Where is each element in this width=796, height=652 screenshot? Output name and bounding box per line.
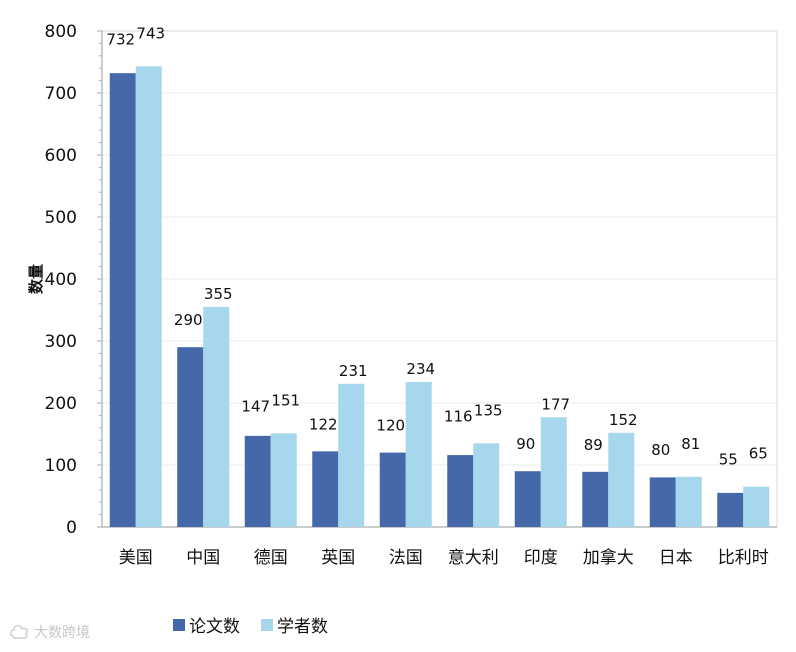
data-label-scholars: 743	[136, 24, 165, 42]
bar-scholars	[608, 432, 635, 527]
x-category-label: 英国	[321, 548, 355, 568]
data-label-papers: 90	[516, 435, 535, 453]
bar-papers	[177, 347, 204, 527]
y-tick-label: 500	[45, 208, 77, 228]
data-label-scholars: 234	[406, 360, 435, 378]
data-label-papers: 89	[584, 436, 603, 454]
bar-scholars	[473, 443, 500, 527]
y-tick-label: 0	[66, 518, 77, 538]
y-tick-label: 700	[45, 84, 77, 104]
data-label-scholars: 81	[681, 435, 700, 453]
y-tick-label: 800	[45, 22, 77, 42]
x-category-label: 印度	[524, 548, 558, 568]
data-label-scholars: 177	[541, 395, 570, 413]
data-label-papers: 147	[241, 397, 270, 415]
y-tick-label: 600	[45, 146, 77, 166]
x-category-label: 比利时	[718, 548, 769, 568]
y-axis-title: 数量	[27, 264, 45, 294]
data-label-papers: 290	[174, 311, 203, 329]
bar-papers	[109, 73, 136, 527]
y-axis: 0 100 200 300 400 500 600 700 800	[45, 22, 777, 538]
bar-scholars	[203, 306, 230, 527]
bar-scholars	[338, 383, 365, 527]
bar-scholars	[135, 66, 162, 527]
bar-papers	[312, 451, 339, 527]
data-label-papers: 122	[309, 415, 338, 433]
y-tick-label: 400	[45, 270, 77, 290]
data-label-scholars: 231	[339, 362, 368, 380]
bar-scholars	[540, 417, 567, 527]
bar-scholars	[743, 486, 770, 527]
data-label-papers: 120	[376, 417, 405, 435]
bar-scholars	[675, 476, 702, 527]
x-category-label: 美国	[119, 548, 153, 568]
data-label-scholars: 152	[609, 411, 638, 429]
y-tick-label: 300	[45, 332, 77, 352]
legend-swatch	[173, 619, 185, 631]
bar-papers	[582, 471, 609, 527]
cloud-logo-icon	[10, 625, 28, 639]
legend-swatch	[261, 619, 273, 631]
x-category-label: 日本	[659, 548, 693, 568]
data-label-scholars: 135	[474, 401, 503, 419]
legend-label: 学者数	[277, 617, 328, 637]
x-axis-labels: 美国 中国 德国 英国 法国 意大利 印度 加拿大 日本 比利时	[119, 547, 769, 568]
bar-papers	[379, 452, 406, 527]
data-label-papers: 732	[106, 30, 135, 48]
data-label-papers: 80	[651, 441, 670, 459]
bar-scholars	[405, 381, 432, 527]
bar-papers	[717, 492, 744, 527]
data-label-scholars: 355	[204, 285, 233, 303]
bar-papers	[447, 455, 474, 527]
legend-label: 论文数	[189, 617, 240, 637]
watermark-text: 大数跨境	[34, 625, 90, 641]
bar-papers	[514, 471, 541, 527]
y-tick-label: 200	[45, 394, 77, 414]
data-label-scholars: 65	[749, 445, 768, 463]
x-category-label: 意大利	[448, 548, 499, 568]
data-label-papers: 55	[719, 451, 738, 469]
x-category-label: 法国	[389, 548, 423, 568]
bar-scholars	[270, 433, 297, 527]
y-tick-label: 100	[45, 456, 77, 476]
x-category-label: 中国	[186, 548, 220, 568]
data-label-papers: 116	[444, 407, 473, 425]
bars	[109, 66, 770, 527]
bar-papers	[649, 477, 676, 527]
plot-frame	[102, 30, 778, 527]
x-category-label: 加拿大	[583, 547, 634, 568]
legend: 论文数 学者数	[173, 617, 328, 637]
watermark: 大数跨境	[10, 625, 90, 641]
x-category-label: 德国	[254, 548, 288, 568]
bar-papers	[244, 435, 271, 527]
data-label-scholars: 151	[271, 391, 300, 409]
